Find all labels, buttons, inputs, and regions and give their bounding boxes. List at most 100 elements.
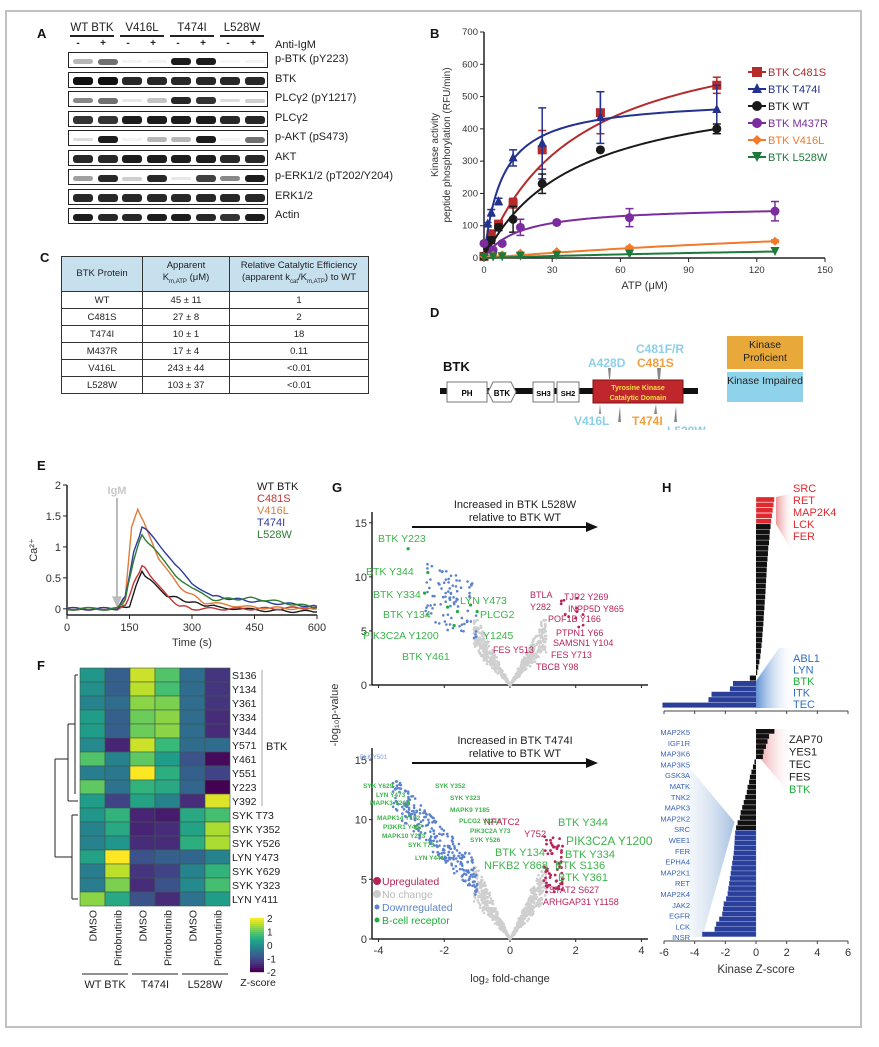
point-nochange xyxy=(534,889,538,892)
point-bcr xyxy=(406,547,410,551)
zscore-bar xyxy=(731,865,757,871)
point-down xyxy=(412,804,416,807)
lane-group-label: L528W xyxy=(223,22,261,34)
volcano-label-bcr: NFKB2 Y868 xyxy=(484,860,548,872)
point-down xyxy=(424,609,427,613)
zscore-bar xyxy=(756,739,768,744)
heatmap-cell xyxy=(204,765,231,781)
point-down xyxy=(414,824,417,828)
point-down xyxy=(443,855,447,859)
point-up xyxy=(559,599,563,603)
point-nochange xyxy=(485,655,488,658)
point-nochange xyxy=(494,909,497,913)
blot-band xyxy=(122,176,142,181)
colorbar-segment xyxy=(250,966,264,969)
legend-label: C481S xyxy=(257,493,291,505)
zscore-bar xyxy=(722,911,757,917)
point-down xyxy=(461,878,465,882)
heatmap-cell xyxy=(129,765,156,781)
zscore-bar xyxy=(755,518,772,524)
point-nochange xyxy=(501,929,504,932)
point-nochange xyxy=(511,933,514,937)
blot-band xyxy=(171,57,191,66)
point-nochange xyxy=(500,668,504,672)
x-axis-label: Time (s) xyxy=(172,637,212,649)
colorbar-segment xyxy=(250,928,264,931)
zscore-bar xyxy=(756,643,762,649)
point-down xyxy=(453,845,456,848)
point-nochange xyxy=(502,922,505,926)
point-down xyxy=(446,844,450,848)
point-nochange xyxy=(535,903,538,907)
point-nochange xyxy=(533,660,537,664)
legend-label: WT BTK xyxy=(257,481,299,493)
legend-label: Upregulated xyxy=(382,876,439,888)
kinase-label-up: MAP2K4 xyxy=(793,507,836,519)
point-nochange xyxy=(484,900,488,903)
point-nochange xyxy=(516,926,520,930)
point-down xyxy=(432,829,436,833)
point-down xyxy=(448,856,452,860)
point-nochange xyxy=(487,656,491,659)
volcano-label-up: SAMSN1 Y104 xyxy=(553,638,613,648)
point-nochange xyxy=(495,656,498,659)
point-down xyxy=(418,833,421,837)
y-axis-label-line1: Kinase activity xyxy=(430,113,441,177)
point-nochange xyxy=(532,906,536,909)
point-down xyxy=(394,788,397,791)
heatmap-cell xyxy=(179,793,206,809)
point-down xyxy=(468,877,471,881)
phospho-heatmap: S136 Y134 Y361 Y334 Y344 Y571 Y461 Y551 Y223 Y392… xyxy=(54,667,288,991)
colorbar-segment xyxy=(250,952,264,955)
kinase-label-down: LYN xyxy=(793,665,814,677)
point-down xyxy=(472,872,475,876)
zscore-bar xyxy=(711,691,756,697)
point-down xyxy=(451,584,455,587)
marker-circle xyxy=(770,206,780,216)
point-nochange xyxy=(486,892,490,896)
zscore-bar xyxy=(747,784,756,790)
heatmap-cell xyxy=(154,667,181,683)
point-down xyxy=(446,628,449,632)
point-nochange xyxy=(486,913,490,916)
domain-sh3 xyxy=(532,381,555,403)
heatmap-cell xyxy=(79,779,106,795)
table-cell: 10 ± 1 xyxy=(142,325,230,343)
zscore-bar xyxy=(728,886,757,892)
point-down xyxy=(443,844,446,848)
x-axis-label: ATP (μM) xyxy=(621,280,667,292)
point-down xyxy=(432,816,435,820)
trace-wt-btk xyxy=(66,569,318,614)
point-nochange xyxy=(543,894,547,897)
zscore-bar xyxy=(754,759,756,765)
blot-band xyxy=(244,194,265,202)
blot-band xyxy=(171,213,191,222)
kinase-label-down: MAP2K5 xyxy=(660,728,690,737)
zscore-bar xyxy=(729,881,757,887)
heatmap-cell xyxy=(154,751,181,767)
blot-row xyxy=(68,71,268,88)
blot-band xyxy=(244,77,265,85)
point-up xyxy=(581,613,585,616)
volcano-label-up: FES Y513 xyxy=(493,645,534,655)
pin-t474i xyxy=(654,404,657,414)
zscore-bar xyxy=(756,599,765,605)
y-tick-label: 0 xyxy=(55,604,61,616)
point-down xyxy=(423,809,426,812)
point-nochange xyxy=(529,888,532,892)
heatmap-cell xyxy=(129,849,156,865)
table-row: L528W 103 ± 37 <0.01 xyxy=(61,376,369,394)
colorbar-segment xyxy=(250,944,264,947)
blot-row-label: ERK1/2 xyxy=(275,189,313,202)
legend-marker xyxy=(374,917,380,923)
point-nochange xyxy=(529,898,533,901)
kinase-label-down: MAP2K1 xyxy=(660,868,690,877)
marker-circle xyxy=(497,238,507,248)
treatment-sign: - xyxy=(76,38,80,49)
volcano-label-up: PTPN1 Y66 xyxy=(556,628,603,638)
point-nochange xyxy=(498,925,502,929)
colorbar-segment xyxy=(250,956,264,959)
volcano-label-up: FES Y713 xyxy=(551,650,592,660)
zscore-bar xyxy=(756,534,770,540)
point-down xyxy=(405,810,408,813)
